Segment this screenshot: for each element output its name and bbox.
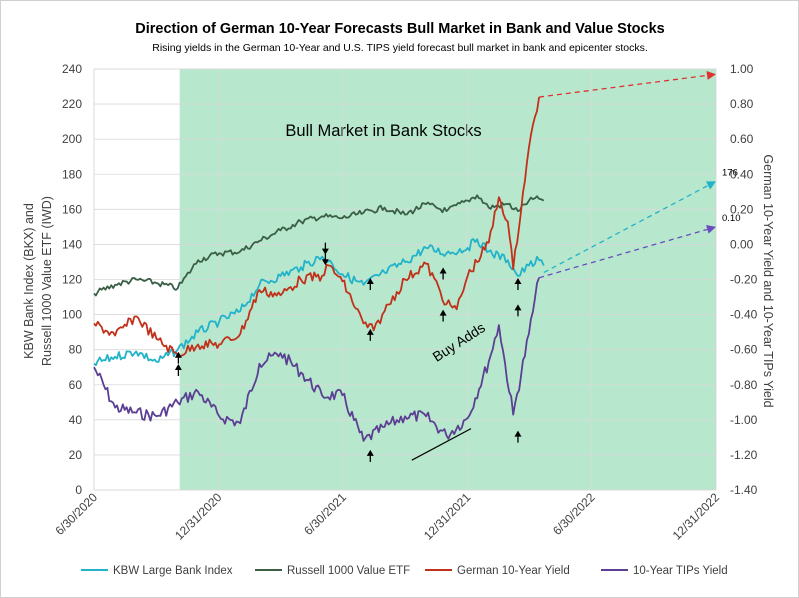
- buy-arrow-up-head-2: [366, 278, 374, 285]
- x-tick-label: 6/30/2021: [301, 490, 349, 538]
- bull-market-label: Bull Market in Bank Stocks: [285, 122, 481, 140]
- forecast-arrow-head-1: [705, 181, 716, 190]
- legend-label-3: 10-Year TIPs Yield: [633, 565, 728, 577]
- x-tick-label: 6/30/2020: [52, 490, 100, 538]
- right-tick-label: -1.20: [730, 448, 758, 462]
- left-tick-label: 60: [69, 378, 83, 392]
- right-tick-label: 0.80: [730, 97, 754, 111]
- left-tick-label: 140: [62, 237, 82, 251]
- x-tick-label: 12/31/2022: [670, 490, 723, 543]
- right-tick-label: 0.60: [730, 132, 754, 146]
- x-tick-label: 12/31/2020: [172, 490, 225, 543]
- support-trendline: [411, 428, 472, 461]
- left-tick-label: 100: [62, 308, 82, 322]
- legend-label-2: German 10-Year Yield: [457, 565, 570, 577]
- buy-arrow-up-head-5: [439, 267, 447, 274]
- forecast-label-1: 176: [722, 167, 738, 178]
- buy-arrow-down-head-0: [321, 248, 329, 255]
- buy-arrow-up-head-1: [174, 351, 182, 358]
- right-tick-label: 0.20: [730, 202, 754, 216]
- series-layer: [93, 96, 545, 442]
- series-line-2: [93, 96, 540, 358]
- right-tick-label: -0.40: [730, 308, 758, 322]
- right-tick-label: -0.60: [730, 343, 758, 357]
- right-tick-label: -1.40: [730, 483, 758, 497]
- plot-border: [93, 68, 717, 491]
- buy-arrow-up-head-6: [439, 309, 447, 316]
- buy-arrow-up-head-9: [514, 430, 522, 437]
- forecast-arrow-head-2: [706, 225, 716, 234]
- left-tick-label: 200: [62, 132, 82, 146]
- buy-arrow-down-head-1: [321, 259, 329, 266]
- left-tick-label: 0: [75, 483, 82, 497]
- buy-arrow-up-head-3: [366, 328, 374, 335]
- right-tick-label: 0.00: [730, 237, 754, 251]
- right-tick-label: -0.20: [730, 273, 758, 287]
- x-tick-label: 6/30/2022: [550, 490, 598, 538]
- left-axis-title-line1: KBW Bank Index (BKX) and: [22, 203, 36, 359]
- forecast-label-2: 0.10: [722, 213, 741, 224]
- right-axis-title: German 10-Year Yield and 10-Year TIPs Yi…: [761, 154, 775, 407]
- right-tick-label: 0.40: [730, 167, 754, 181]
- series-line-0: [93, 238, 545, 366]
- buy-arrow-up-head-0: [174, 363, 182, 370]
- right-tick-label: -1.00: [730, 413, 758, 427]
- left-tick-label: 80: [69, 343, 83, 357]
- buy-arrow-up-head-7: [514, 278, 522, 285]
- left-tick-label: 120: [62, 273, 82, 287]
- right-tick-label: 1.00: [730, 62, 754, 76]
- legend: KBW Large Bank Index Russell 1000 Value E…: [81, 565, 728, 577]
- left-tick-label: 40: [69, 413, 83, 427]
- left-tick-label: 20: [69, 448, 83, 462]
- right-tick-label: -0.80: [730, 378, 758, 392]
- left-tick-label: 180: [62, 167, 82, 181]
- left-tick-label: 160: [62, 202, 82, 216]
- left-tick-label: 240: [62, 62, 82, 76]
- legend-label-1: Russell 1000 Value ETF: [287, 565, 410, 577]
- left-axis-title-line2: Russell 1000 Value ETF (IWD): [40, 196, 54, 366]
- buy-arrow-up-head-8: [514, 304, 522, 311]
- series-line-3: [93, 277, 540, 442]
- forecast-arrow-line-0: [538, 74, 708, 98]
- buy-arrow-up-head-4: [366, 449, 374, 456]
- forecast-arrow-head-0: [706, 70, 716, 80]
- forecast-arrow-line-1: [543, 184, 709, 274]
- chart-subtitle: Rising yields in the German 10-Year and …: [152, 42, 648, 54]
- x-tick-label: 12/31/2021: [421, 490, 474, 543]
- left-tick-label: 220: [62, 97, 82, 111]
- forecast-arrow-line-2: [538, 228, 708, 279]
- series-line-1: [93, 194, 545, 297]
- chart-title: Direction of German 10-Year Forecasts Bu…: [135, 21, 664, 37]
- legend-label-0: KBW Large Bank Index: [113, 565, 233, 577]
